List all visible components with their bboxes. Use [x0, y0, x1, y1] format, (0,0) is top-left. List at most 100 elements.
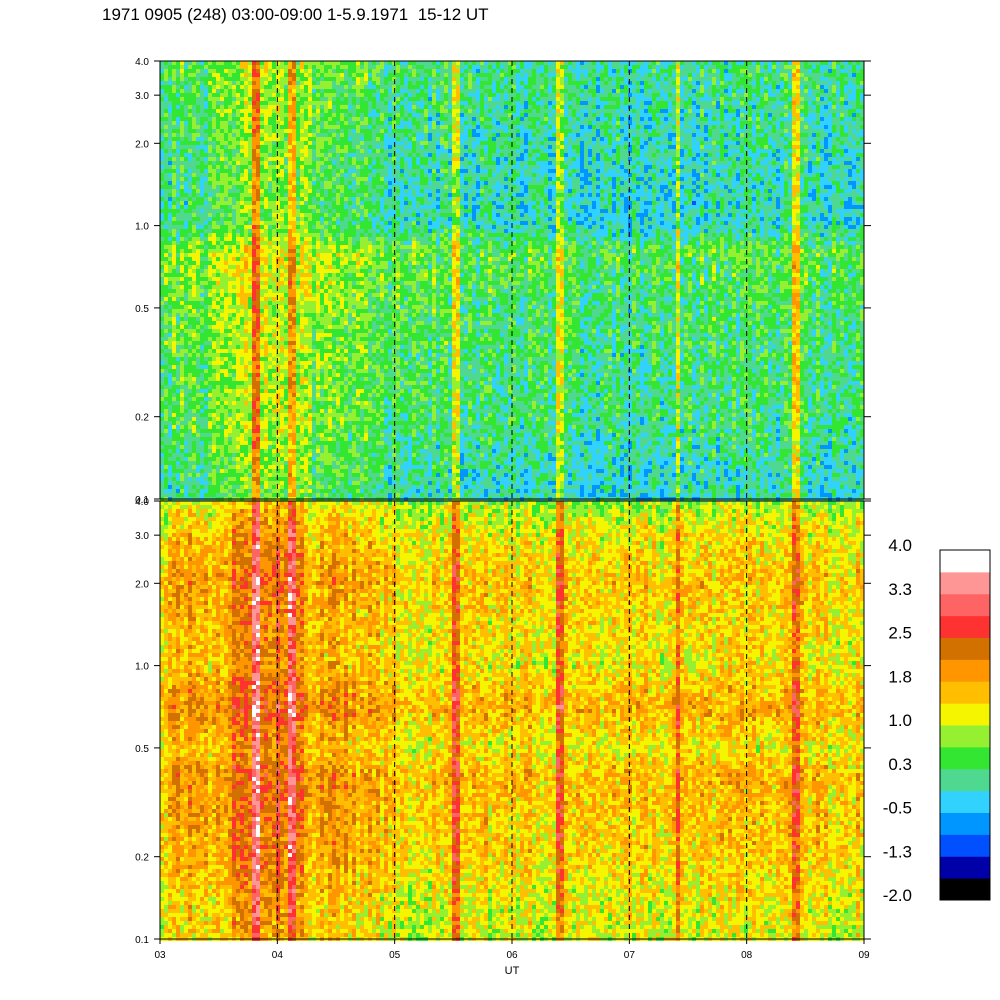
- heatmap-cell: [284, 349, 288, 353]
- heatmap-cell: [180, 205, 184, 209]
- heatmap-cell: [176, 93, 180, 97]
- heatmap-cell: [240, 441, 244, 445]
- heatmap-cell: [328, 365, 332, 369]
- heatmap-cell: [188, 77, 192, 81]
- heatmap-cell: [340, 165, 344, 169]
- heatmap-cell: [304, 325, 308, 329]
- heatmap-cell: [312, 125, 316, 129]
- heatmap-cell: [188, 181, 192, 185]
- heatmap-cell: [200, 461, 204, 465]
- heatmap-cell: [216, 325, 220, 329]
- heatmap-cell: [216, 257, 220, 261]
- heatmap-cell: [248, 305, 252, 309]
- heatmap-cell: [268, 93, 272, 97]
- heatmap-cell: [248, 113, 252, 117]
- heatmap-cell: [308, 165, 312, 169]
- heatmap-cell: [256, 221, 260, 225]
- heatmap-cell: [216, 277, 220, 281]
- heatmap-cell: [336, 125, 340, 129]
- heatmap-cell: [260, 273, 264, 277]
- heatmap-cell: [312, 317, 316, 321]
- heatmap-cell: [280, 129, 284, 133]
- heatmap-cell: [288, 61, 292, 65]
- heatmap-cell: [300, 341, 304, 345]
- heatmap-cell: [228, 397, 232, 401]
- heatmap-cell: [192, 489, 196, 493]
- heatmap-cell: [240, 253, 244, 257]
- heatmap-cell: [220, 469, 224, 473]
- heatmap-cell: [336, 137, 340, 141]
- heatmap-cell: [200, 105, 204, 109]
- heatmap-cell: [216, 353, 220, 357]
- heatmap-cell: [164, 109, 168, 113]
- heatmap-cell: [304, 329, 308, 333]
- heatmap-cell: [188, 297, 192, 301]
- heatmap-cell: [336, 153, 340, 157]
- heatmap-cell: [168, 269, 172, 273]
- heatmap-cell: [220, 461, 224, 465]
- heatmap-cell: [172, 137, 176, 141]
- heatmap-cell: [212, 441, 216, 445]
- heatmap-cell: [328, 297, 332, 301]
- heatmap-cell: [276, 133, 280, 137]
- heatmap-cell: [272, 457, 276, 461]
- heatmap-cell: [176, 349, 180, 353]
- heatmap-cell: [304, 469, 308, 473]
- heatmap-cell: [220, 329, 224, 333]
- heatmap-cell: [288, 113, 292, 117]
- heatmap-cell: [260, 285, 264, 289]
- heatmap-cell: [192, 449, 196, 453]
- heatmap-cell: [172, 261, 176, 265]
- heatmap-cell: [264, 289, 268, 293]
- heatmap-cell: [172, 113, 176, 117]
- heatmap-cell: [332, 297, 336, 301]
- heatmap-cell: [184, 489, 188, 493]
- heatmap-cell: [284, 453, 288, 457]
- heatmap-cell: [240, 265, 244, 269]
- heatmap-cell: [304, 289, 308, 293]
- heatmap-cell: [268, 369, 272, 373]
- heatmap-cell: [220, 429, 224, 433]
- heatmap-cell: [336, 221, 340, 225]
- heatmap-cell: [332, 317, 336, 321]
- heatmap-cell: [300, 409, 304, 413]
- heatmap-cell: [308, 149, 312, 153]
- heatmap-cell: [288, 345, 292, 349]
- heatmap-cell: [188, 197, 192, 201]
- heatmap-cell: [312, 413, 316, 417]
- heatmap-cell: [284, 469, 288, 473]
- heatmap-cell: [288, 225, 292, 229]
- heatmap-cell: [320, 369, 324, 373]
- heatmap-cell: [216, 473, 220, 477]
- heatmap-cell: [232, 73, 236, 77]
- heatmap-cell: [220, 373, 224, 377]
- heatmap-cell: [312, 105, 316, 109]
- heatmap-cell: [312, 213, 316, 217]
- heatmap-cell: [160, 465, 164, 469]
- heatmap-cell: [188, 285, 192, 289]
- heatmap-cell: [176, 181, 180, 185]
- heatmap-cell: [240, 169, 244, 173]
- heatmap-cell: [332, 201, 336, 205]
- heatmap-cell: [308, 297, 312, 301]
- heatmap-cell: [296, 329, 300, 333]
- heatmap-cell: [248, 329, 252, 333]
- heatmap-cell: [316, 477, 320, 481]
- heatmap-cell: [224, 101, 228, 105]
- heatmap-cell: [288, 257, 292, 261]
- heatmap-cell: [248, 321, 252, 325]
- heatmap-cell: [332, 189, 336, 193]
- heatmap-cell: [200, 93, 204, 97]
- heatmap-cell: [332, 89, 336, 93]
- heatmap-cell: [172, 341, 176, 345]
- heatmap-cell: [172, 453, 176, 457]
- heatmap-cell: [280, 385, 284, 389]
- heatmap-cell: [240, 93, 244, 97]
- heatmap-cell: [184, 181, 188, 185]
- heatmap-cell: [292, 249, 296, 253]
- heatmap-cell: [188, 221, 192, 225]
- heatmap-cell: [312, 85, 316, 89]
- heatmap-cell: [184, 197, 188, 201]
- heatmap-cell: [192, 461, 196, 465]
- heatmap-cell: [300, 289, 304, 293]
